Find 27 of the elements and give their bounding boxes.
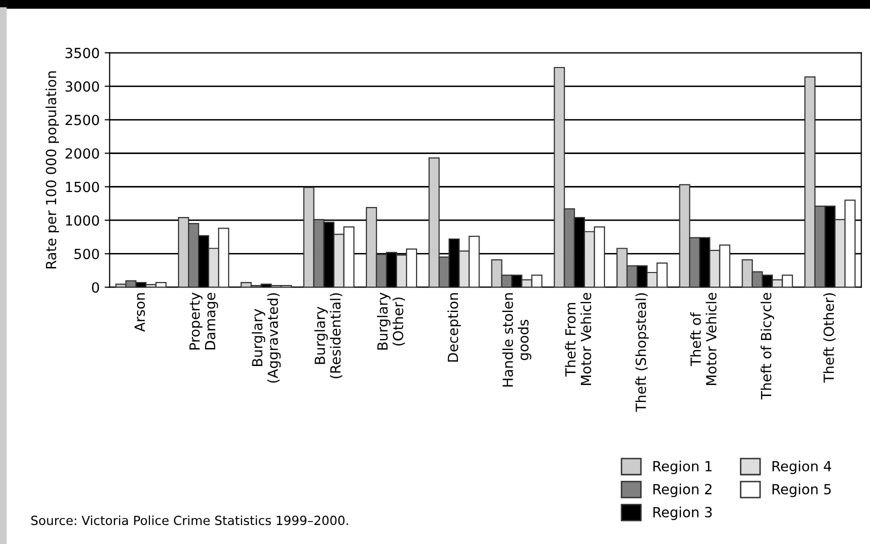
- legend-label: Region 5: [772, 484, 831, 498]
- x-tick-label: Handle stolen goods: [502, 293, 532, 387]
- legend-label: Region 2: [653, 484, 712, 498]
- source-note: Source: Victoria Police Crime Statistics 1999–2000.: [31, 515, 348, 526]
- y-tick-label: 2000: [66, 148, 99, 159]
- y-tick-label: 0: [92, 282, 99, 293]
- y-tick-label: 500: [74, 248, 99, 260]
- legend-label: Region 1: [653, 460, 712, 474]
- x-tick-label: Burglary (Residential): [314, 293, 342, 378]
- x-tick-label: Theft of Bicycle: [760, 292, 774, 400]
- x-tick-label: Property Damage: [190, 292, 218, 350]
- x-tick-label: Burglary (Other): [377, 292, 405, 350]
- x-tick-label: Deception: [447, 293, 461, 362]
- y-tick-label: 1500: [66, 182, 99, 192]
- y-tick-label: 1000: [66, 215, 99, 226]
- legend-label: Region 4: [772, 460, 832, 474]
- x-tick-label: Theft of Motor Vehicle: [690, 292, 717, 385]
- y-tick-label: 3500: [66, 48, 99, 58]
- x-tick-label: Arson: [134, 293, 145, 332]
- x-tick-label: Burglary (Aggravated): [252, 293, 281, 383]
- x-tick-label: Theft (Other): [823, 293, 836, 383]
- x-tick-label: Theft (Shopsteal): [635, 293, 649, 412]
- legend-label: Region 3: [653, 506, 712, 520]
- x-tick-label: Theft From Motor Vehicle: [564, 292, 592, 385]
- y-axis-title: Rate per 100 000 population: [46, 71, 59, 268]
- y-tick-label: 3000: [66, 81, 99, 92]
- y-tick-label: 2500: [66, 114, 99, 126]
